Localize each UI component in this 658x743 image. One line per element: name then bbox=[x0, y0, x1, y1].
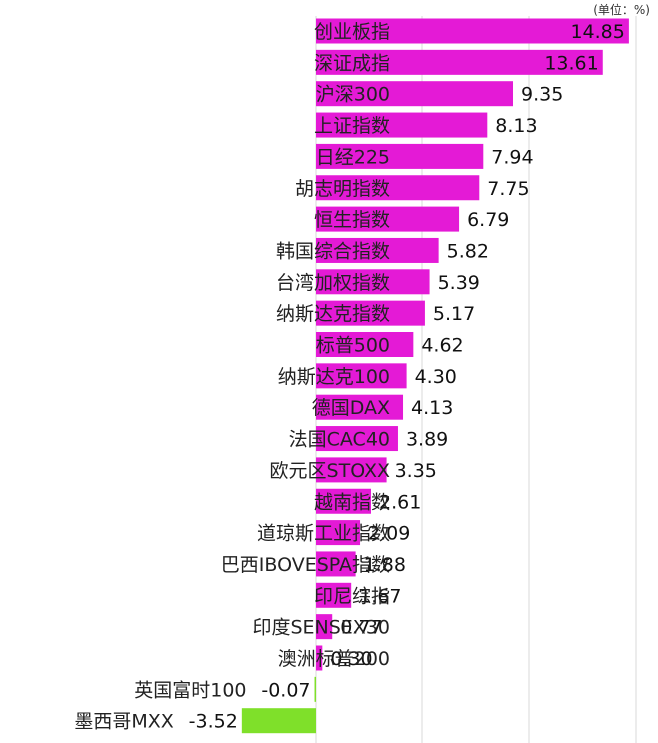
bar bbox=[316, 582, 352, 608]
bar bbox=[316, 49, 603, 75]
bar bbox=[316, 300, 425, 326]
bar bbox=[316, 551, 356, 577]
category-label: 沪深300 bbox=[316, 84, 390, 106]
data-label: 14.85 bbox=[570, 21, 624, 43]
category-label: 恒生指数 bbox=[314, 209, 390, 231]
data-label: 7.75 bbox=[487, 178, 529, 200]
data-label: 2.09 bbox=[368, 523, 410, 545]
data-label: 13.61 bbox=[544, 52, 598, 74]
data-label: -3.52 bbox=[189, 711, 238, 733]
data-label: 1.67 bbox=[359, 585, 401, 607]
category-label: 胡志明指数 bbox=[295, 178, 390, 200]
data-label: 4.30 bbox=[415, 366, 457, 388]
category-label: 标普500 bbox=[316, 335, 390, 357]
data-label: 0.77 bbox=[340, 617, 382, 639]
bar bbox=[316, 18, 629, 44]
category-label: 英国富时100 bbox=[134, 679, 246, 701]
category-label: 韩国综合指数 bbox=[276, 240, 390, 262]
data-label: -0.07 bbox=[261, 679, 310, 701]
category-label: 创业板指 bbox=[314, 21, 390, 43]
bar bbox=[316, 206, 460, 232]
data-label: 5.82 bbox=[447, 240, 489, 262]
data-label: 7.94 bbox=[491, 146, 533, 168]
category-label: 印度SENSEX30 bbox=[252, 617, 390, 639]
category-label: 深证成指 bbox=[314, 52, 390, 74]
bar bbox=[316, 457, 387, 483]
category-label: 台湾加权指数 bbox=[276, 272, 390, 294]
data-label: 9.35 bbox=[521, 84, 563, 106]
bar bbox=[316, 269, 430, 295]
data-label: 6.79 bbox=[467, 209, 509, 231]
bar bbox=[241, 708, 316, 734]
category-label: 法国CAC40 bbox=[289, 429, 390, 451]
data-label: 0.30 bbox=[330, 648, 372, 670]
data-label: 8.13 bbox=[495, 115, 537, 137]
category-label: 纳斯达克100 bbox=[278, 366, 390, 388]
category-label: 日经225 bbox=[316, 146, 390, 168]
bar bbox=[316, 426, 398, 452]
category-label: 印尼综指 bbox=[314, 585, 390, 607]
data-label: 1.88 bbox=[364, 554, 406, 576]
bar bbox=[316, 614, 333, 640]
category-label: 墨西哥MXX bbox=[74, 711, 173, 733]
bar bbox=[316, 488, 371, 514]
bar bbox=[316, 81, 513, 107]
category-label: 德国DAX bbox=[312, 397, 390, 419]
bar bbox=[314, 676, 317, 702]
category-label: 上证指数 bbox=[314, 115, 390, 137]
bar bbox=[316, 237, 439, 263]
category-label: 巴西IBOVESPA指数 bbox=[221, 554, 390, 576]
bar bbox=[316, 332, 414, 357]
bar bbox=[316, 645, 323, 671]
bar bbox=[316, 143, 484, 169]
data-label: 4.13 bbox=[411, 397, 453, 419]
category-label: 澳洲标普200 bbox=[278, 648, 390, 670]
bar bbox=[316, 112, 488, 138]
data-label: 3.35 bbox=[395, 460, 437, 482]
bar bbox=[316, 520, 361, 546]
bar bbox=[316, 175, 480, 201]
category-label: 欧元区STOXX bbox=[270, 460, 390, 482]
bar bbox=[316, 394, 404, 420]
data-label: 5.17 bbox=[433, 303, 475, 325]
data-label: 3.89 bbox=[406, 429, 448, 451]
category-label: 纳斯达克指数 bbox=[276, 303, 390, 325]
data-label: 4.62 bbox=[421, 335, 463, 357]
data-label: 2.61 bbox=[379, 491, 421, 513]
bar bbox=[316, 363, 407, 389]
category-label: 越南指数 bbox=[314, 491, 390, 513]
data-label: 5.39 bbox=[438, 272, 480, 294]
category-label: 道琼斯工业指数 bbox=[257, 523, 390, 545]
unit-label: (单位：%) bbox=[593, 3, 650, 17]
